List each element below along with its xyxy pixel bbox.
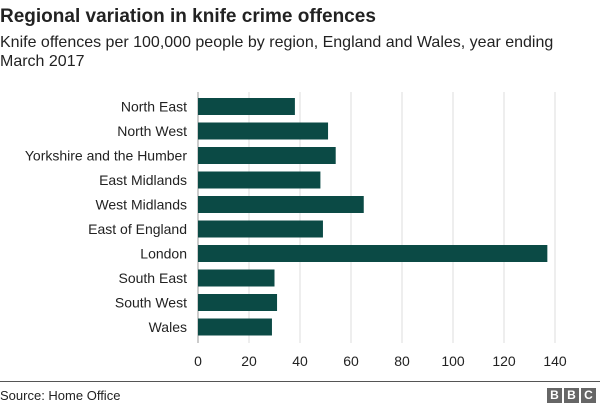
bbc-logo: B B C: [547, 388, 596, 403]
category-label: North East: [121, 99, 187, 115]
x-tick-label: 120: [492, 353, 516, 369]
bar: [198, 98, 295, 115]
bar: [198, 122, 329, 140]
category-label: North West: [117, 123, 187, 139]
bar-chart: North East North West Yorkshire and the Hu…: [25, 92, 567, 369]
category-label: South West: [115, 295, 187, 311]
bar: [198, 171, 321, 189]
bbc-logo-letter: C: [581, 388, 596, 403]
bar: [198, 196, 364, 213]
chart-title: Regional variation in knife crime offenc…: [0, 6, 376, 27]
category-label: East of England: [88, 221, 187, 237]
bar: [198, 269, 275, 287]
bar: [198, 245, 548, 262]
bar: [198, 294, 278, 311]
footer-divider: [0, 381, 600, 382]
x-tick-label: 80: [394, 353, 410, 369]
x-tick-label: 40: [292, 353, 308, 369]
x-tick-label: 20: [241, 353, 257, 369]
x-tick-label: 100: [441, 353, 465, 369]
bbc-logo-letter: B: [547, 388, 562, 403]
category-label: Wales: [149, 319, 187, 335]
category-label: East Midlands: [99, 172, 187, 188]
x-tick-label: 140: [543, 353, 567, 369]
x-tick-label: 60: [343, 353, 359, 369]
bar: [198, 220, 323, 238]
category-label: London: [140, 246, 187, 262]
bar: [198, 318, 272, 336]
source-note: Source: Home Office: [0, 388, 121, 403]
bar: [198, 147, 336, 164]
x-tick-label: 0: [194, 353, 202, 369]
category-label: Yorkshire and the Humber: [25, 148, 187, 164]
category-label: West Midlands: [95, 197, 187, 213]
bbc-logo-letter: B: [564, 388, 579, 403]
chart-subtitle: Knife offences per 100,000 people by reg…: [0, 34, 554, 70]
category-label: South East: [119, 270, 188, 286]
